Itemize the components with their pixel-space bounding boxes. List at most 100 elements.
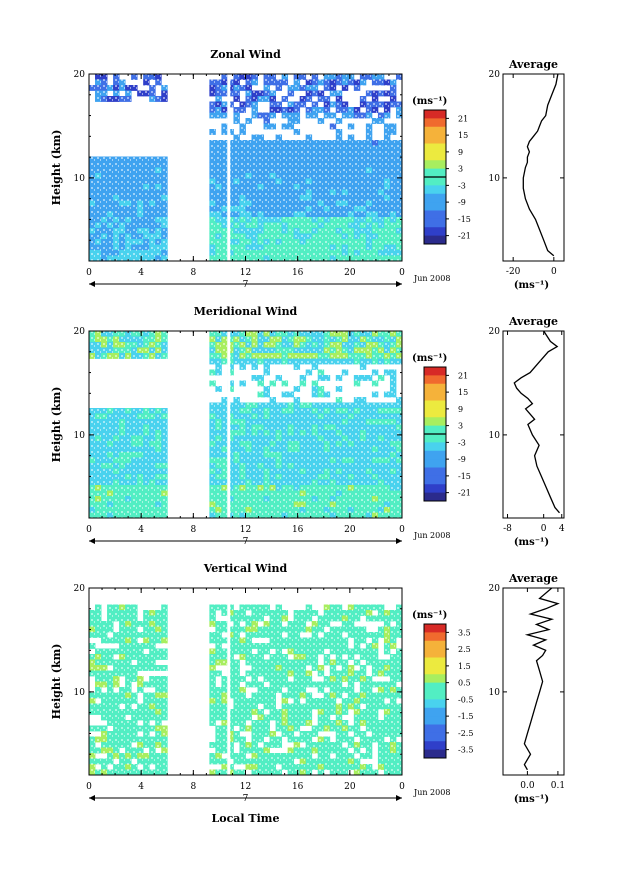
colorbar-tick-label: 9 — [458, 405, 463, 414]
x-tick-label: 8 — [190, 782, 196, 792]
profile-unit: (ms⁻¹) — [514, 280, 549, 291]
profile-unit: (ms⁻¹) — [514, 794, 549, 805]
colorbar-tick-label: -15 — [458, 215, 471, 224]
profile-x-tick-label: 0.1 — [551, 781, 565, 791]
colorbar-tick-label: 1.5 — [458, 662, 471, 671]
date-label: Jun 2008 — [413, 274, 450, 283]
profile-title: Average — [508, 572, 558, 585]
colorbar-tick-label: -15 — [458, 472, 471, 481]
colorbar-tick-label: 2.5 — [458, 645, 471, 654]
profile-y-tick-label: 20 — [489, 327, 501, 337]
date-label: Jun 2008 — [413, 531, 450, 540]
colorbar: 21 15 9 3 -3 -9 -15 -21 — [423, 366, 471, 502]
panel-title: Meridional Wind — [194, 305, 298, 318]
panel-3: Vertical Wind 0 4 8 12 16 20 0 10 20 Height (km) 7 J… — [50, 562, 565, 825]
x-tick-label: 0 — [86, 525, 92, 535]
profile-x-tick-label: 0.0 — [520, 781, 535, 791]
profile-y-tick-label: 20 — [489, 584, 501, 594]
heatmap-field — [89, 74, 403, 262]
colorbar-tick-label: -0.5 — [458, 695, 473, 704]
x-tick-label: 0 — [399, 268, 405, 278]
x-tick-label: 16 — [292, 268, 304, 278]
y-tick-label: 10 — [74, 688, 86, 698]
colorbar-tick-label: 21 — [458, 371, 468, 380]
colorbar-tick-label: 3 — [458, 165, 463, 174]
x-tick-label: 0 — [86, 782, 92, 792]
colorbar-tick-label: -3 — [458, 438, 466, 447]
profile-x-tick-label: 0 — [551, 267, 557, 277]
profile-title: Average — [508, 315, 558, 328]
profile-y-tick-label: 20 — [489, 70, 501, 80]
y-tick-label: 20 — [74, 584, 86, 594]
y-axis-label: Height (km) — [50, 130, 63, 206]
x-tick-label: 8 — [190, 525, 196, 535]
x-tick-label: 12 — [240, 268, 251, 278]
colorbar-tick-label: 3 — [458, 422, 463, 431]
x-tick-label: 12 — [240, 525, 251, 535]
colorbar-unit: (ms⁻¹) — [412, 353, 447, 364]
colorbar-tick-label: 15 — [458, 388, 468, 397]
profile-line — [522, 73, 559, 257]
day-label: 7 — [243, 537, 249, 547]
panel-1: Zonal Wind 0 4 8 12 16 20 0 10 20 Height (km) 7 Jun … — [50, 48, 565, 291]
profile-frame — [502, 330, 565, 519]
colorbar: 3.5 2.5 1.5 0.5 -0.5 -1.5 -2.5 -3.5 — [423, 623, 473, 759]
colorbar: 21 15 9 3 -3 -9 -15 -21 — [423, 109, 471, 245]
panel-2: Meridional Wind 0 4 8 12 16 20 0 10 20 Height (km)… — [50, 305, 565, 548]
heatmap-field — [89, 331, 403, 519]
profile-y-tick-label: 10 — [489, 688, 501, 698]
profile-line — [513, 330, 560, 514]
colorbar-tick-label: -21 — [458, 489, 471, 498]
x-tick-label: 8 — [190, 268, 196, 278]
profile-frame — [502, 73, 565, 262]
colorbar-tick-label: 9 — [458, 148, 463, 157]
y-axis-label: Height (km) — [50, 387, 63, 463]
y-tick-label: 20 — [74, 327, 86, 337]
colorbar-unit: (ms⁻¹) — [412, 610, 447, 621]
x-tick-label: 20 — [344, 525, 356, 535]
colorbar-tick-label: -9 — [458, 198, 466, 207]
day-label: 7 — [243, 794, 249, 804]
profile-frame — [502, 587, 565, 776]
x-tick-label: 4 — [138, 782, 144, 792]
x-tick-label: 0 — [86, 268, 92, 278]
colorbar-unit: (ms⁻¹) — [412, 96, 447, 107]
panel-title: Vertical Wind — [203, 562, 288, 575]
profile-x-tick-label: 0 — [541, 524, 547, 534]
colorbar-tick-label: -3 — [458, 181, 466, 190]
colorbar-tick-label: 21 — [458, 114, 468, 123]
profile-x-tick-label: 4 — [559, 524, 565, 534]
colorbar-tick-label: 0.5 — [458, 679, 471, 688]
colorbar-tick-label: -21 — [458, 232, 471, 241]
x-tick-label: 16 — [292, 782, 304, 792]
profile-y-tick-label: 10 — [489, 174, 501, 184]
date-label: Jun 2008 — [413, 788, 450, 797]
profile-x-tick-label: -20 — [506, 267, 521, 277]
day-label: 7 — [243, 280, 249, 290]
colorbar-tick-label: 3.5 — [458, 628, 471, 637]
y-axis-label: Height (km) — [50, 644, 63, 720]
y-tick-label: 10 — [74, 174, 86, 184]
profile-y-tick-label: 10 — [489, 431, 501, 441]
x-tick-label: 12 — [240, 782, 251, 792]
x-tick-label: 0 — [399, 525, 405, 535]
x-tick-label: 16 — [292, 525, 304, 535]
y-tick-label: 20 — [74, 70, 86, 80]
panel-title: Zonal Wind — [210, 48, 281, 61]
heatmap-field — [89, 588, 403, 776]
x-tick-label: 20 — [344, 782, 356, 792]
profile-title: Average — [508, 58, 558, 71]
colorbar-tick-label: -1.5 — [458, 712, 473, 721]
colorbar-tick-label: -9 — [458, 455, 466, 464]
x-tick-label: 4 — [138, 525, 144, 535]
profile-line — [523, 587, 560, 771]
colorbar-tick-label: -3.5 — [458, 746, 473, 755]
profile-unit: (ms⁻¹) — [514, 537, 549, 548]
y-tick-label: 10 — [74, 431, 86, 441]
colorbar-tick-label: -2.5 — [458, 729, 473, 738]
profile-x-tick-label: -8 — [503, 524, 512, 534]
x-tick-label: 4 — [138, 268, 144, 278]
x-axis-label: Local Time — [212, 812, 280, 825]
colorbar-tick-label: 15 — [458, 131, 468, 140]
